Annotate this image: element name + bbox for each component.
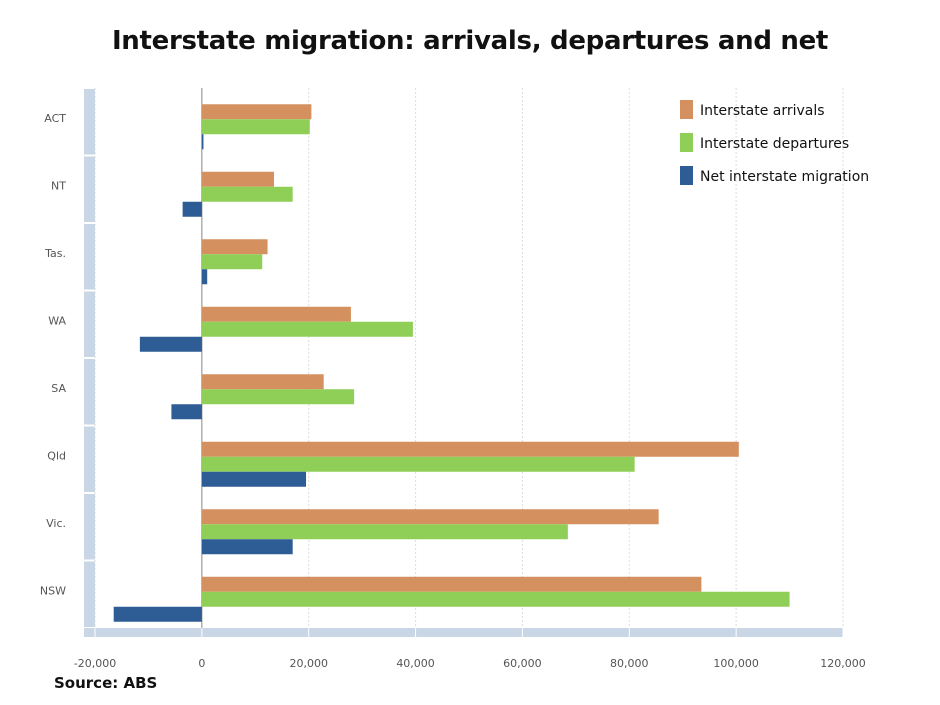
bar-net-interstate-migration-qld bbox=[201, 471, 307, 487]
bar-interstate-arrivals-tas bbox=[201, 239, 268, 255]
legend-swatch-interstate-departures bbox=[680, 133, 693, 152]
bar-interstate-departures-vic bbox=[201, 524, 568, 540]
bar-interstate-departures-wa bbox=[201, 321, 413, 337]
bar-interstate-arrivals-act bbox=[201, 104, 312, 120]
x-tick-label: 40,000 bbox=[396, 657, 435, 670]
bars bbox=[113, 104, 790, 622]
bar-interstate-departures-sa bbox=[201, 389, 355, 405]
category-label: NSW bbox=[40, 584, 66, 597]
bar-interstate-departures-nsw bbox=[201, 591, 790, 607]
category-label: Tas. bbox=[44, 247, 66, 260]
value-axis-strip bbox=[84, 628, 843, 637]
legend-label-interstate-departures: Interstate departures bbox=[700, 136, 849, 152]
source-note: Source: ABS bbox=[54, 674, 158, 692]
x-tick-labels: -20,000 0 20,000 40,000 60,000 80,000 100,000 1… bbox=[74, 657, 866, 670]
bar-interstate-departures-qld bbox=[201, 456, 635, 472]
category-label: WA bbox=[48, 314, 66, 327]
bar-interstate-departures-act bbox=[201, 119, 310, 135]
bar-interstate-arrivals-nt bbox=[201, 171, 274, 187]
bar-net-interstate-migration-wa bbox=[139, 336, 202, 352]
category-label: SA bbox=[51, 382, 66, 395]
category-band-segment bbox=[84, 224, 95, 290]
bar-interstate-departures-tas bbox=[201, 254, 263, 270]
x-tick-label: 20,000 bbox=[289, 657, 328, 670]
category-label: ACT bbox=[44, 112, 66, 125]
value-axis-band bbox=[84, 628, 844, 637]
category-labels: ACT NT Tas. WA SA Qld Vic. NSW bbox=[40, 112, 67, 598]
bar-net-interstate-migration-act bbox=[201, 134, 204, 150]
x-tick-label: 100,000 bbox=[713, 657, 759, 670]
x-tick-label: 60,000 bbox=[503, 657, 542, 670]
x-tick-label: 0 bbox=[198, 657, 205, 670]
chart-title: Interstate migration: arrivals, departur… bbox=[111, 26, 829, 56]
x-tick-label: -20,000 bbox=[74, 657, 116, 670]
legend-label-net-interstate-migration: Net interstate migration bbox=[700, 169, 869, 185]
bar-net-interstate-migration-vic bbox=[201, 539, 293, 555]
category-band-segment bbox=[84, 156, 95, 222]
x-tick-label: 120,000 bbox=[820, 657, 866, 670]
category-label: Qld bbox=[47, 449, 66, 462]
bar-net-interstate-migration-tas bbox=[201, 269, 208, 285]
category-band-segment bbox=[84, 426, 95, 492]
category-band-segment bbox=[84, 89, 95, 155]
bar-interstate-arrivals-nsw bbox=[201, 576, 702, 592]
category-axis-band bbox=[84, 89, 95, 627]
category-label: NT bbox=[51, 179, 66, 192]
bar-interstate-arrivals-wa bbox=[201, 306, 351, 322]
category-label: Vic. bbox=[46, 517, 66, 530]
bar-net-interstate-migration-sa bbox=[171, 404, 202, 420]
x-tick-label: 80,000 bbox=[610, 657, 649, 670]
bar-net-interstate-migration-nt bbox=[182, 201, 202, 217]
legend: Interstate arrivals Interstate departures… bbox=[680, 100, 869, 185]
bar-interstate-departures-nt bbox=[201, 186, 293, 202]
category-band-segment bbox=[84, 291, 95, 357]
bar-interstate-arrivals-qld bbox=[201, 441, 739, 457]
bar-interstate-arrivals-vic bbox=[201, 509, 659, 525]
legend-label-interstate-arrivals: Interstate arrivals bbox=[700, 103, 825, 119]
category-band-segment bbox=[84, 359, 95, 425]
legend-swatch-net-interstate-migration bbox=[680, 166, 693, 185]
bar-interstate-arrivals-sa bbox=[201, 374, 324, 390]
legend-swatch-interstate-arrivals bbox=[680, 100, 693, 119]
bar-net-interstate-migration-nsw bbox=[113, 606, 202, 622]
category-band-segment bbox=[84, 494, 95, 560]
category-band-segment bbox=[84, 561, 95, 627]
